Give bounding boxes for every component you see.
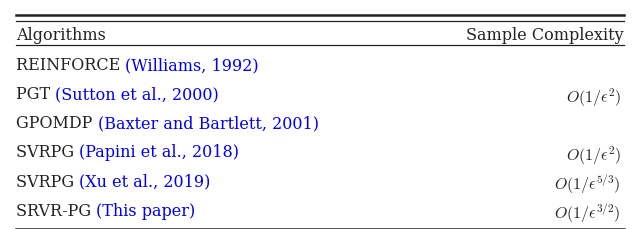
Text: GPOMDP: GPOMDP xyxy=(16,115,97,132)
Text: SVRPG: SVRPG xyxy=(16,144,79,161)
Text: Algorithms: Algorithms xyxy=(16,27,106,44)
Text: PGT: PGT xyxy=(16,86,55,103)
Text: $O(1/\epsilon^{5/3})$: $O(1/\epsilon^{5/3})$ xyxy=(554,174,621,196)
Text: SVRPG: SVRPG xyxy=(16,174,79,191)
Text: (Sutton et al., 2000): (Sutton et al., 2000) xyxy=(55,86,219,103)
Text: $O(1/\epsilon^{3/2})$: $O(1/\epsilon^{3/2})$ xyxy=(554,203,621,225)
Text: Sample Complexity: Sample Complexity xyxy=(467,27,624,44)
Text: $O(1/\epsilon^2)$: $O(1/\epsilon^2)$ xyxy=(566,144,621,167)
Text: $O(1/\epsilon^2)$: $O(1/\epsilon^2)$ xyxy=(566,86,621,109)
Text: (Papini et al., 2018): (Papini et al., 2018) xyxy=(79,144,239,161)
Text: (This paper): (This paper) xyxy=(96,203,195,220)
Text: (Baxter and Bartlett, 2001): (Baxter and Bartlett, 2001) xyxy=(97,115,319,132)
Text: (Williams, 1992): (Williams, 1992) xyxy=(125,57,259,74)
Text: (Xu et al., 2019): (Xu et al., 2019) xyxy=(79,174,211,191)
Text: REINFORCE: REINFORCE xyxy=(16,57,125,74)
Text: SRVR-PG: SRVR-PG xyxy=(16,203,96,220)
